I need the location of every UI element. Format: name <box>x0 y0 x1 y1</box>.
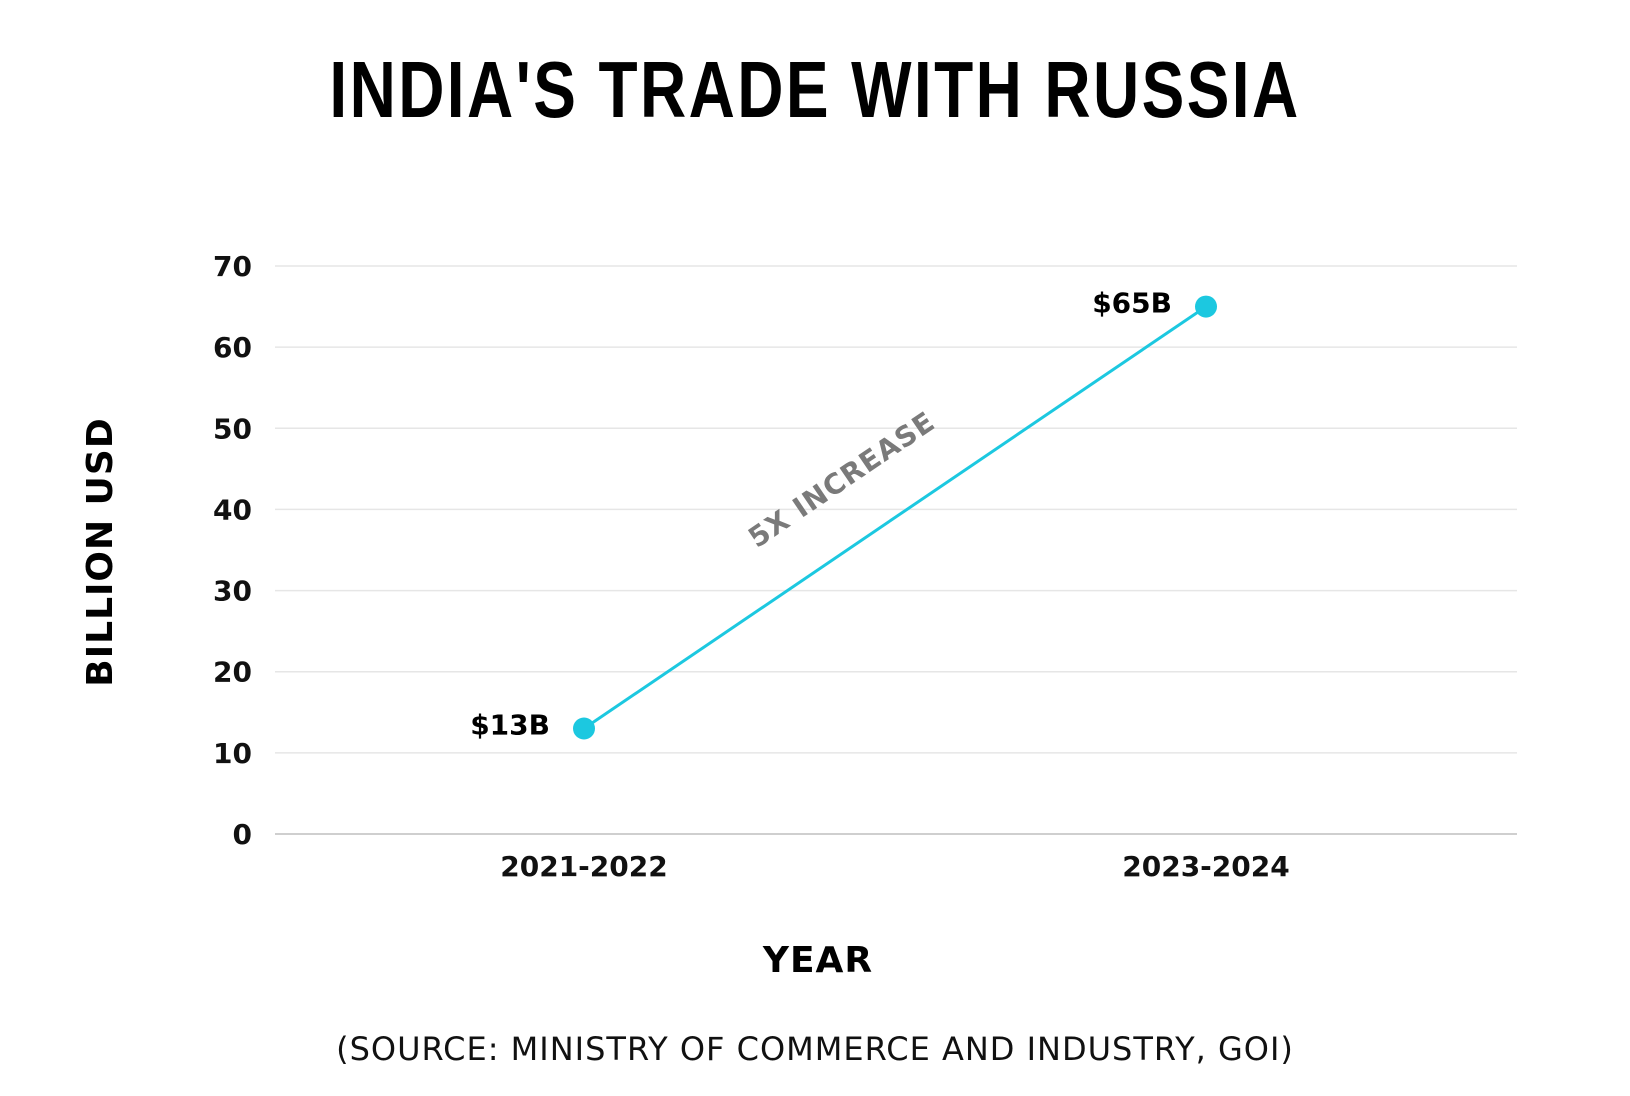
y-tick-label: 30 <box>213 575 252 608</box>
series-line <box>583 305 1207 730</box>
data-labels: $13B $65B <box>470 287 1172 742</box>
y-tick-label: 70 <box>213 250 252 283</box>
data-label: $65B <box>1092 287 1172 320</box>
y-tick-label: 10 <box>213 737 252 770</box>
chart-title: INDIA'S TRADE WITH RUSSIA <box>329 45 1301 134</box>
annotation-label: 5X INCREASE <box>742 405 941 555</box>
y-axis-ticks: 0 10 20 30 40 50 60 70 <box>213 250 252 851</box>
y-tick-label: 20 <box>213 656 252 689</box>
data-point <box>573 717 595 740</box>
x-axis-title: YEAR <box>762 940 873 981</box>
x-tick-label: 2021-2022 <box>500 850 667 883</box>
y-tick-label: 50 <box>213 412 252 445</box>
gridlines <box>275 265 1517 835</box>
data-point <box>1195 295 1217 318</box>
source-note: (SOURCE: MINISTRY OF COMMERCE AND INDUST… <box>336 1030 1294 1068</box>
y-tick-label: 40 <box>213 493 252 526</box>
y-axis-title: BILLION USD <box>80 417 121 686</box>
y-tick-label: 60 <box>213 331 252 364</box>
x-tick-label: 2023-2024 <box>1122 850 1289 883</box>
y-tick-label: 0 <box>233 818 252 851</box>
series-trade-value <box>573 295 1217 740</box>
x-axis-ticks: 2021-2022 2023-2024 <box>500 850 1289 883</box>
data-label: $13B <box>470 709 550 742</box>
